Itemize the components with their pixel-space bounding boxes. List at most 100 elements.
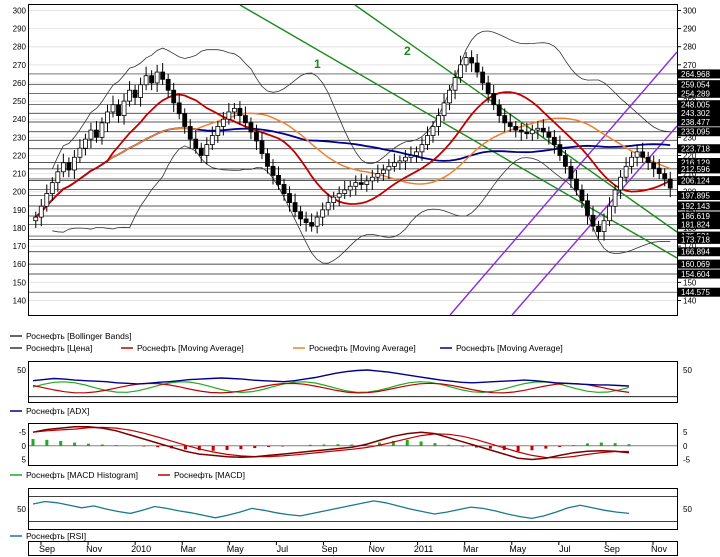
x-tick-label: May xyxy=(227,544,245,554)
macd-histogram-bar xyxy=(405,439,409,446)
svg-text:259.054: 259.054 xyxy=(681,81,710,90)
price-tick-label: 280 xyxy=(683,43,697,52)
candle xyxy=(292,193,298,218)
price-left-tick-label: 260 xyxy=(13,79,27,88)
macd-histogram-bar xyxy=(100,444,104,446)
trend-line-label: 2 xyxy=(404,44,411,58)
macd-histogram-bar xyxy=(294,445,298,446)
adx-left-tick: 50 xyxy=(17,366,26,375)
adx-line xyxy=(32,369,630,387)
candle xyxy=(607,197,612,227)
candle xyxy=(143,66,149,91)
level-label: 166.894 xyxy=(678,247,720,257)
candle xyxy=(480,66,486,91)
macd-histogram-bar xyxy=(86,443,90,446)
candle xyxy=(441,93,447,122)
price-tick-label: 220 xyxy=(683,151,697,160)
legend-item: Роснефть [MACD Histogram] xyxy=(10,470,138,480)
svg-text:186.619: 186.619 xyxy=(681,212,710,221)
candle xyxy=(590,206,596,232)
candle xyxy=(502,108,508,132)
candle xyxy=(94,121,99,143)
macd-histogram-bar xyxy=(211,445,215,451)
macd-right-tick: -5 xyxy=(683,456,691,465)
candle xyxy=(132,84,138,105)
candle xyxy=(342,180,348,199)
svg-text:212.596: 212.596 xyxy=(681,165,710,174)
candle xyxy=(325,193,331,216)
candle xyxy=(656,159,662,180)
candle xyxy=(88,122,94,149)
level-label: 192.143 xyxy=(678,201,720,211)
candle xyxy=(44,184,50,212)
macd-histogram-bar xyxy=(156,445,160,448)
x-axis-strip xyxy=(28,541,678,556)
candle xyxy=(298,206,303,227)
x-tick-label: Mar xyxy=(180,544,196,554)
macd-histogram-bar xyxy=(627,444,631,446)
svg-text:Роснефть [Bollinger Bands]: Роснефть [Bollinger Bands] xyxy=(26,331,131,341)
macd-histogram-bar xyxy=(45,439,49,446)
candle xyxy=(425,126,430,151)
level-label: 243.302 xyxy=(678,108,720,118)
candle xyxy=(540,119,546,138)
candle xyxy=(364,175,370,192)
di-minus-line xyxy=(32,382,630,394)
candle xyxy=(524,122,530,140)
svg-text:Роснефть [ADX]: Роснефть [ADX] xyxy=(26,406,89,416)
candle xyxy=(458,55,463,83)
price-left-tick-label: 250 xyxy=(13,97,27,106)
candle xyxy=(585,193,590,225)
candle xyxy=(71,150,77,180)
svg-text:154.604: 154.604 xyxy=(681,270,710,279)
candle xyxy=(49,177,55,201)
candle xyxy=(463,52,469,73)
macd-histogram-bar xyxy=(225,445,229,450)
candle xyxy=(579,184,585,209)
level-label: 254.289 xyxy=(678,88,720,98)
candle xyxy=(380,164,386,181)
adx-legend: Роснефть [ADX] xyxy=(10,406,89,416)
legend-item: Роснефть [Цена] xyxy=(10,343,92,353)
svg-text:144.575: 144.575 xyxy=(681,288,710,297)
candle xyxy=(369,169,375,190)
candle xyxy=(33,211,39,228)
price-tick-label: 230 xyxy=(683,133,697,142)
candle xyxy=(436,108,441,136)
x-tick-label: Jul xyxy=(559,544,571,554)
price-legend: Роснефть [Bollinger Bands] Роснефть [Цена… xyxy=(10,331,563,353)
candle xyxy=(507,113,513,132)
price-moving-averages xyxy=(35,91,671,218)
candle xyxy=(182,108,188,134)
macd-histogram-bar xyxy=(197,445,201,451)
moving-average-red xyxy=(35,91,671,218)
macd-histogram-bar xyxy=(378,442,382,446)
x-tick-label: Sep xyxy=(39,544,55,554)
macd-line xyxy=(32,425,630,461)
candle xyxy=(215,121,221,143)
trend-line-label: 1 xyxy=(314,57,321,71)
svg-text:160.069: 160.069 xyxy=(681,260,710,269)
candle xyxy=(99,117,105,145)
level-label: 264.968 xyxy=(678,69,720,79)
candle xyxy=(60,153,66,178)
candle xyxy=(265,148,270,174)
macd-histogram-bar xyxy=(336,444,340,446)
candle xyxy=(414,146,419,163)
svg-text:264.968: 264.968 xyxy=(681,70,710,79)
candle xyxy=(623,157,629,183)
candle xyxy=(303,211,309,232)
candle xyxy=(397,155,403,170)
candle xyxy=(469,50,475,73)
candle xyxy=(83,133,88,156)
x-tick-label: 2011 xyxy=(414,544,433,554)
legend-item: Роснефть [ADX] xyxy=(10,406,89,416)
svg-text:254.289: 254.289 xyxy=(681,89,710,98)
candle xyxy=(634,144,640,167)
price-tick-label: 270 xyxy=(683,61,697,70)
macd-legend: Роснефть [MACD Histogram] Роснефть [MACD] xyxy=(10,470,245,480)
trend-line-labels: 12 xyxy=(314,44,411,71)
svg-text:181.824: 181.824 xyxy=(681,221,710,230)
price-left-tick-label: 160 xyxy=(13,260,27,269)
